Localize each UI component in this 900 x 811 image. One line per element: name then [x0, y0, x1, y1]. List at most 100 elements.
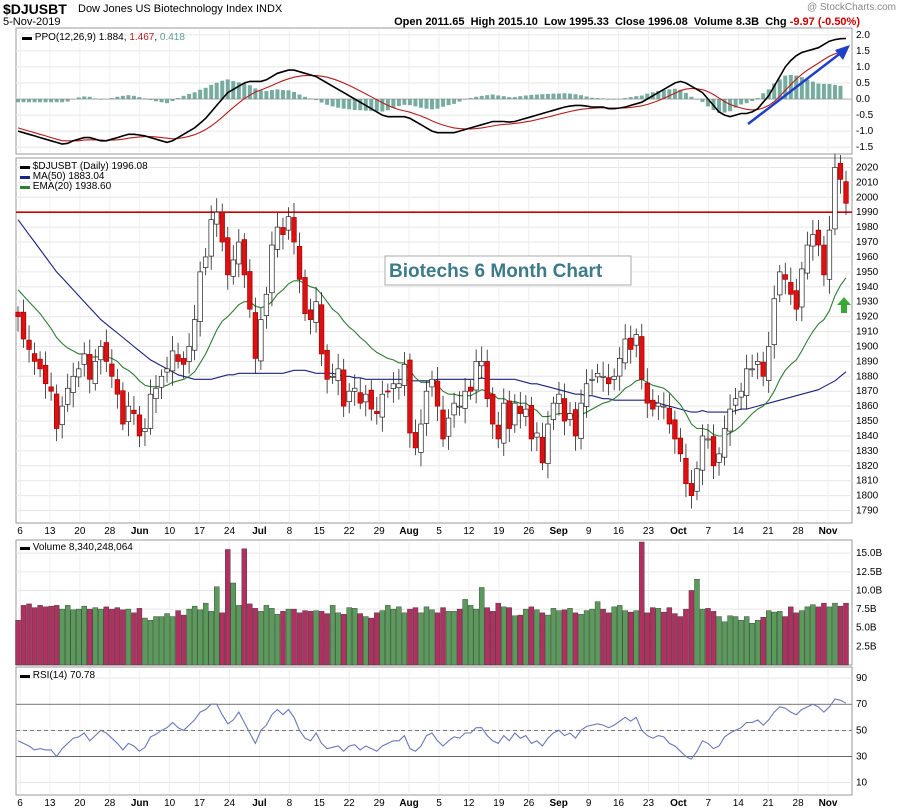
candle-body	[203, 256, 209, 268]
ppo-histogram-bar	[413, 99, 418, 107]
candle-body	[484, 361, 490, 400]
ppo-panel	[15, 27, 853, 155]
ppo-histogram-bar	[678, 89, 683, 100]
volume-bar	[501, 606, 507, 666]
volume-bar	[291, 608, 297, 666]
candle-body	[318, 304, 325, 355]
candle-body	[92, 361, 98, 384]
ppo-histogram-bar	[32, 99, 37, 103]
candle-body	[169, 350, 176, 372]
candle-body	[617, 358, 623, 377]
candle-body	[611, 375, 617, 380]
rsi-xtick: 7	[706, 798, 712, 809]
ppo-histogram-bar	[562, 93, 567, 100]
candle-body	[341, 369, 347, 407]
candle-body	[832, 167, 838, 230]
candle-body	[677, 437, 684, 455]
volume-bar	[241, 548, 248, 666]
ppo-histogram-bar	[325, 99, 330, 105]
rsi-xtick: 24	[224, 798, 236, 809]
volume-bar	[236, 605, 242, 666]
volume-bar	[633, 610, 639, 666]
candle-body	[622, 338, 628, 364]
ppo-histogram-bar	[689, 96, 694, 100]
volume-bar	[534, 609, 540, 666]
ppo-histogram-bar	[457, 99, 462, 102]
volume-bar	[390, 608, 397, 666]
ppo-histogram-bar	[247, 85, 252, 100]
candle-body	[506, 400, 512, 429]
ppo-histogram-bar	[336, 99, 341, 108]
candle-body	[42, 364, 49, 385]
candle-body	[644, 382, 650, 404]
candle-body	[230, 259, 236, 277]
volume-ytick: 15.0B	[856, 548, 882, 559]
volume-bar	[561, 609, 568, 666]
volume-bar	[307, 611, 314, 666]
volume-bar	[727, 615, 733, 666]
candle-body	[274, 226, 281, 250]
candle-body	[539, 436, 546, 464]
candle-body	[352, 387, 358, 392]
ppo-histogram-bar	[595, 98, 600, 100]
candle-body	[87, 354, 93, 380]
candle-body	[65, 387, 71, 405]
candle-body	[390, 383, 397, 389]
volume-value: 8.3B	[735, 16, 760, 28]
volume-bar	[208, 611, 214, 666]
volume-bar	[31, 607, 38, 666]
candle-body	[760, 361, 766, 377]
ppo-ytick: 0.0	[856, 94, 870, 105]
volume-bar	[517, 614, 524, 666]
candle-body	[517, 405, 523, 414]
volume-bar	[280, 611, 286, 666]
ppo-histogram-bar	[755, 98, 760, 100]
price-ytick: 2000	[856, 192, 879, 203]
candle-body	[401, 364, 408, 386]
price-xtick: 5	[436, 526, 442, 537]
ppo-histogram-bar	[402, 99, 407, 105]
rsi-xtick: 17	[194, 798, 206, 809]
volume-bar	[523, 608, 529, 666]
ppo-histogram-bar	[772, 83, 777, 100]
rsi-xtick: 16	[613, 798, 625, 809]
volume-bar	[136, 608, 143, 666]
price-ytick: 2020	[856, 162, 879, 173]
rsi-xtick: 20	[74, 798, 86, 809]
volume-bar	[230, 582, 236, 666]
ppo-histogram-bar	[126, 95, 131, 100]
candle-body	[688, 483, 695, 496]
ppo-histogram-bar	[744, 99, 749, 104]
candle-body	[727, 408, 733, 432]
ppo-histogram-bar	[258, 90, 263, 100]
volume-bar	[528, 606, 535, 666]
rsi-xtick: 26	[523, 798, 535, 809]
candle-body	[252, 312, 259, 359]
price-xtick: Jun	[131, 526, 149, 537]
volume-bar	[710, 611, 717, 666]
ppo-histogram-bar	[385, 99, 390, 111]
candle-body	[37, 358, 43, 370]
candle-body	[556, 393, 562, 404]
volume-bar	[473, 608, 479, 666]
candle-body	[782, 274, 788, 280]
volume-bar	[655, 608, 662, 666]
ppo-histogram-bar	[170, 99, 175, 101]
candle-body	[412, 432, 419, 449]
volume-bar	[407, 608, 413, 666]
candle-body	[136, 414, 143, 437]
ppo-histogram-bar	[623, 98, 628, 100]
ppo-histogram-bar	[799, 77, 804, 100]
ppo-histogram-bar	[579, 95, 584, 100]
volume-bar	[418, 612, 424, 666]
ppo-ytick: -1.5	[856, 142, 874, 153]
candle-body	[368, 389, 374, 410]
ppo-histogram-bar	[341, 99, 346, 109]
volume-bar	[672, 613, 678, 666]
volume-bar	[843, 602, 849, 666]
volume-bar	[269, 608, 275, 666]
candle-body	[655, 402, 661, 407]
candle-body	[197, 271, 203, 322]
ppo-histogram-bar	[750, 99, 755, 101]
candle-body	[186, 346, 192, 362]
